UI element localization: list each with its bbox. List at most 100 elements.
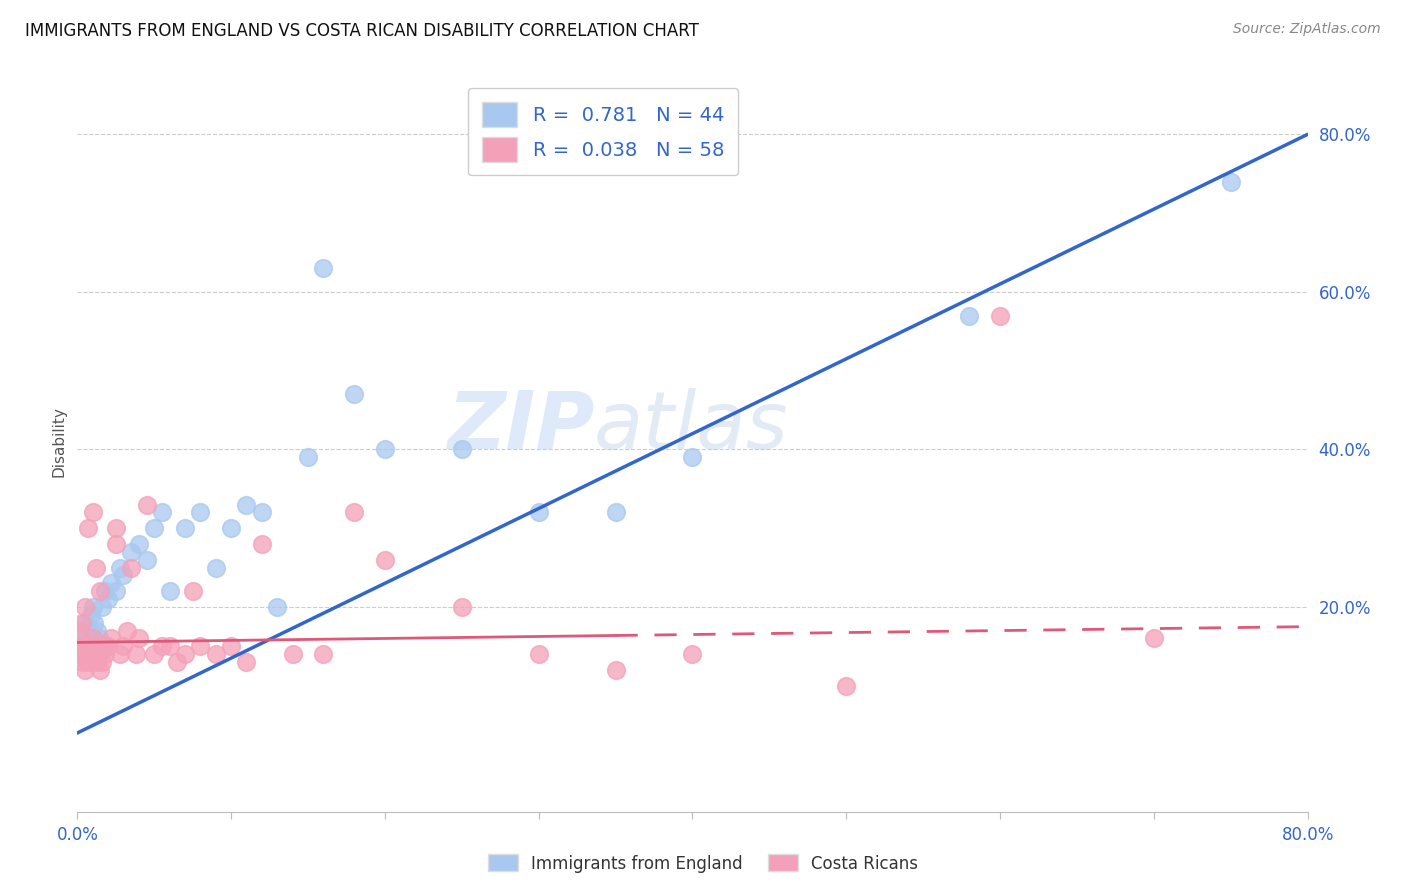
- Point: [90, 655, 114, 669]
- Point: [1219, 175, 1241, 189]
- Point: [128, 632, 150, 646]
- Point: [135, 498, 157, 512]
- Point: [204, 647, 226, 661]
- Point: [72, 647, 94, 661]
- Point: [80, 607, 103, 622]
- Point: [94, 640, 117, 654]
- Point: [250, 537, 273, 551]
- Point: [159, 640, 181, 654]
- Point: [312, 261, 335, 276]
- Point: [76, 647, 98, 661]
- Point: [90, 599, 114, 614]
- Point: [125, 647, 148, 661]
- Point: [100, 576, 122, 591]
- Legend: Immigrants from England, Costa Ricans: Immigrants from England, Costa Ricans: [481, 847, 925, 880]
- Text: Source: ZipAtlas.com: Source: ZipAtlas.com: [1233, 22, 1381, 37]
- Point: [69, 624, 91, 638]
- Point: [83, 647, 105, 661]
- Point: [82, 632, 104, 646]
- Point: [84, 640, 107, 654]
- Point: [73, 615, 96, 630]
- Point: [166, 655, 188, 669]
- Point: [80, 640, 103, 654]
- Point: [988, 309, 1011, 323]
- Point: [450, 599, 472, 614]
- Point: [110, 560, 132, 574]
- Point: [69, 640, 91, 654]
- Point: [374, 552, 396, 566]
- Point: [281, 647, 304, 661]
- Point: [527, 647, 550, 661]
- Point: [312, 647, 335, 661]
- Legend: R =  0.781   N = 44, R =  0.038   N = 58: R = 0.781 N = 44, R = 0.038 N = 58: [468, 88, 738, 176]
- Point: [79, 624, 101, 638]
- Point: [112, 568, 135, 582]
- Point: [957, 309, 980, 323]
- Point: [188, 505, 212, 519]
- Point: [135, 552, 157, 566]
- Point: [77, 521, 100, 535]
- Point: [527, 505, 550, 519]
- Point: [115, 624, 138, 638]
- Point: [266, 599, 288, 614]
- Point: [605, 505, 627, 519]
- Point: [94, 647, 117, 661]
- Point: [100, 632, 122, 646]
- Point: [76, 640, 98, 654]
- Point: [343, 505, 366, 519]
- Point: [250, 505, 273, 519]
- Point: [150, 640, 173, 654]
- Point: [343, 387, 366, 401]
- Point: [83, 615, 105, 630]
- Point: [219, 640, 242, 654]
- Point: [94, 584, 117, 599]
- Point: [682, 647, 704, 661]
- Point: [159, 584, 181, 599]
- Point: [188, 640, 212, 654]
- Point: [112, 640, 135, 654]
- Point: [104, 537, 127, 551]
- Point: [82, 505, 104, 519]
- Point: [89, 640, 111, 654]
- Point: [450, 442, 472, 457]
- Point: [219, 521, 242, 535]
- Point: [120, 545, 142, 559]
- Point: [82, 599, 104, 614]
- Point: [73, 599, 96, 614]
- Point: [77, 632, 100, 646]
- Point: [97, 640, 120, 654]
- Point: [104, 584, 127, 599]
- Point: [79, 647, 101, 661]
- Point: [84, 560, 107, 574]
- Point: [84, 640, 107, 654]
- Point: [70, 615, 93, 630]
- Point: [70, 624, 93, 638]
- Point: [73, 663, 96, 677]
- Point: [235, 498, 257, 512]
- Point: [120, 560, 142, 574]
- Point: [128, 537, 150, 551]
- Point: [89, 584, 111, 599]
- Point: [297, 450, 319, 465]
- Point: [70, 655, 93, 669]
- Point: [86, 655, 108, 669]
- Point: [150, 505, 173, 519]
- Point: [605, 663, 627, 677]
- Y-axis label: Disability: Disability: [51, 406, 66, 477]
- Text: IMMIGRANTS FROM ENGLAND VS COSTA RICAN DISABILITY CORRELATION CHART: IMMIGRANTS FROM ENGLAND VS COSTA RICAN D…: [25, 22, 699, 40]
- Point: [235, 655, 257, 669]
- Point: [87, 647, 110, 661]
- Point: [143, 647, 166, 661]
- Point: [181, 584, 204, 599]
- Point: [89, 663, 111, 677]
- Point: [69, 632, 91, 646]
- Point: [143, 521, 166, 535]
- Point: [77, 655, 100, 669]
- Point: [67, 647, 90, 661]
- Point: [174, 647, 197, 661]
- Point: [110, 647, 132, 661]
- Point: [104, 521, 127, 535]
- Point: [682, 450, 704, 465]
- Point: [1143, 632, 1166, 646]
- Point: [87, 632, 110, 646]
